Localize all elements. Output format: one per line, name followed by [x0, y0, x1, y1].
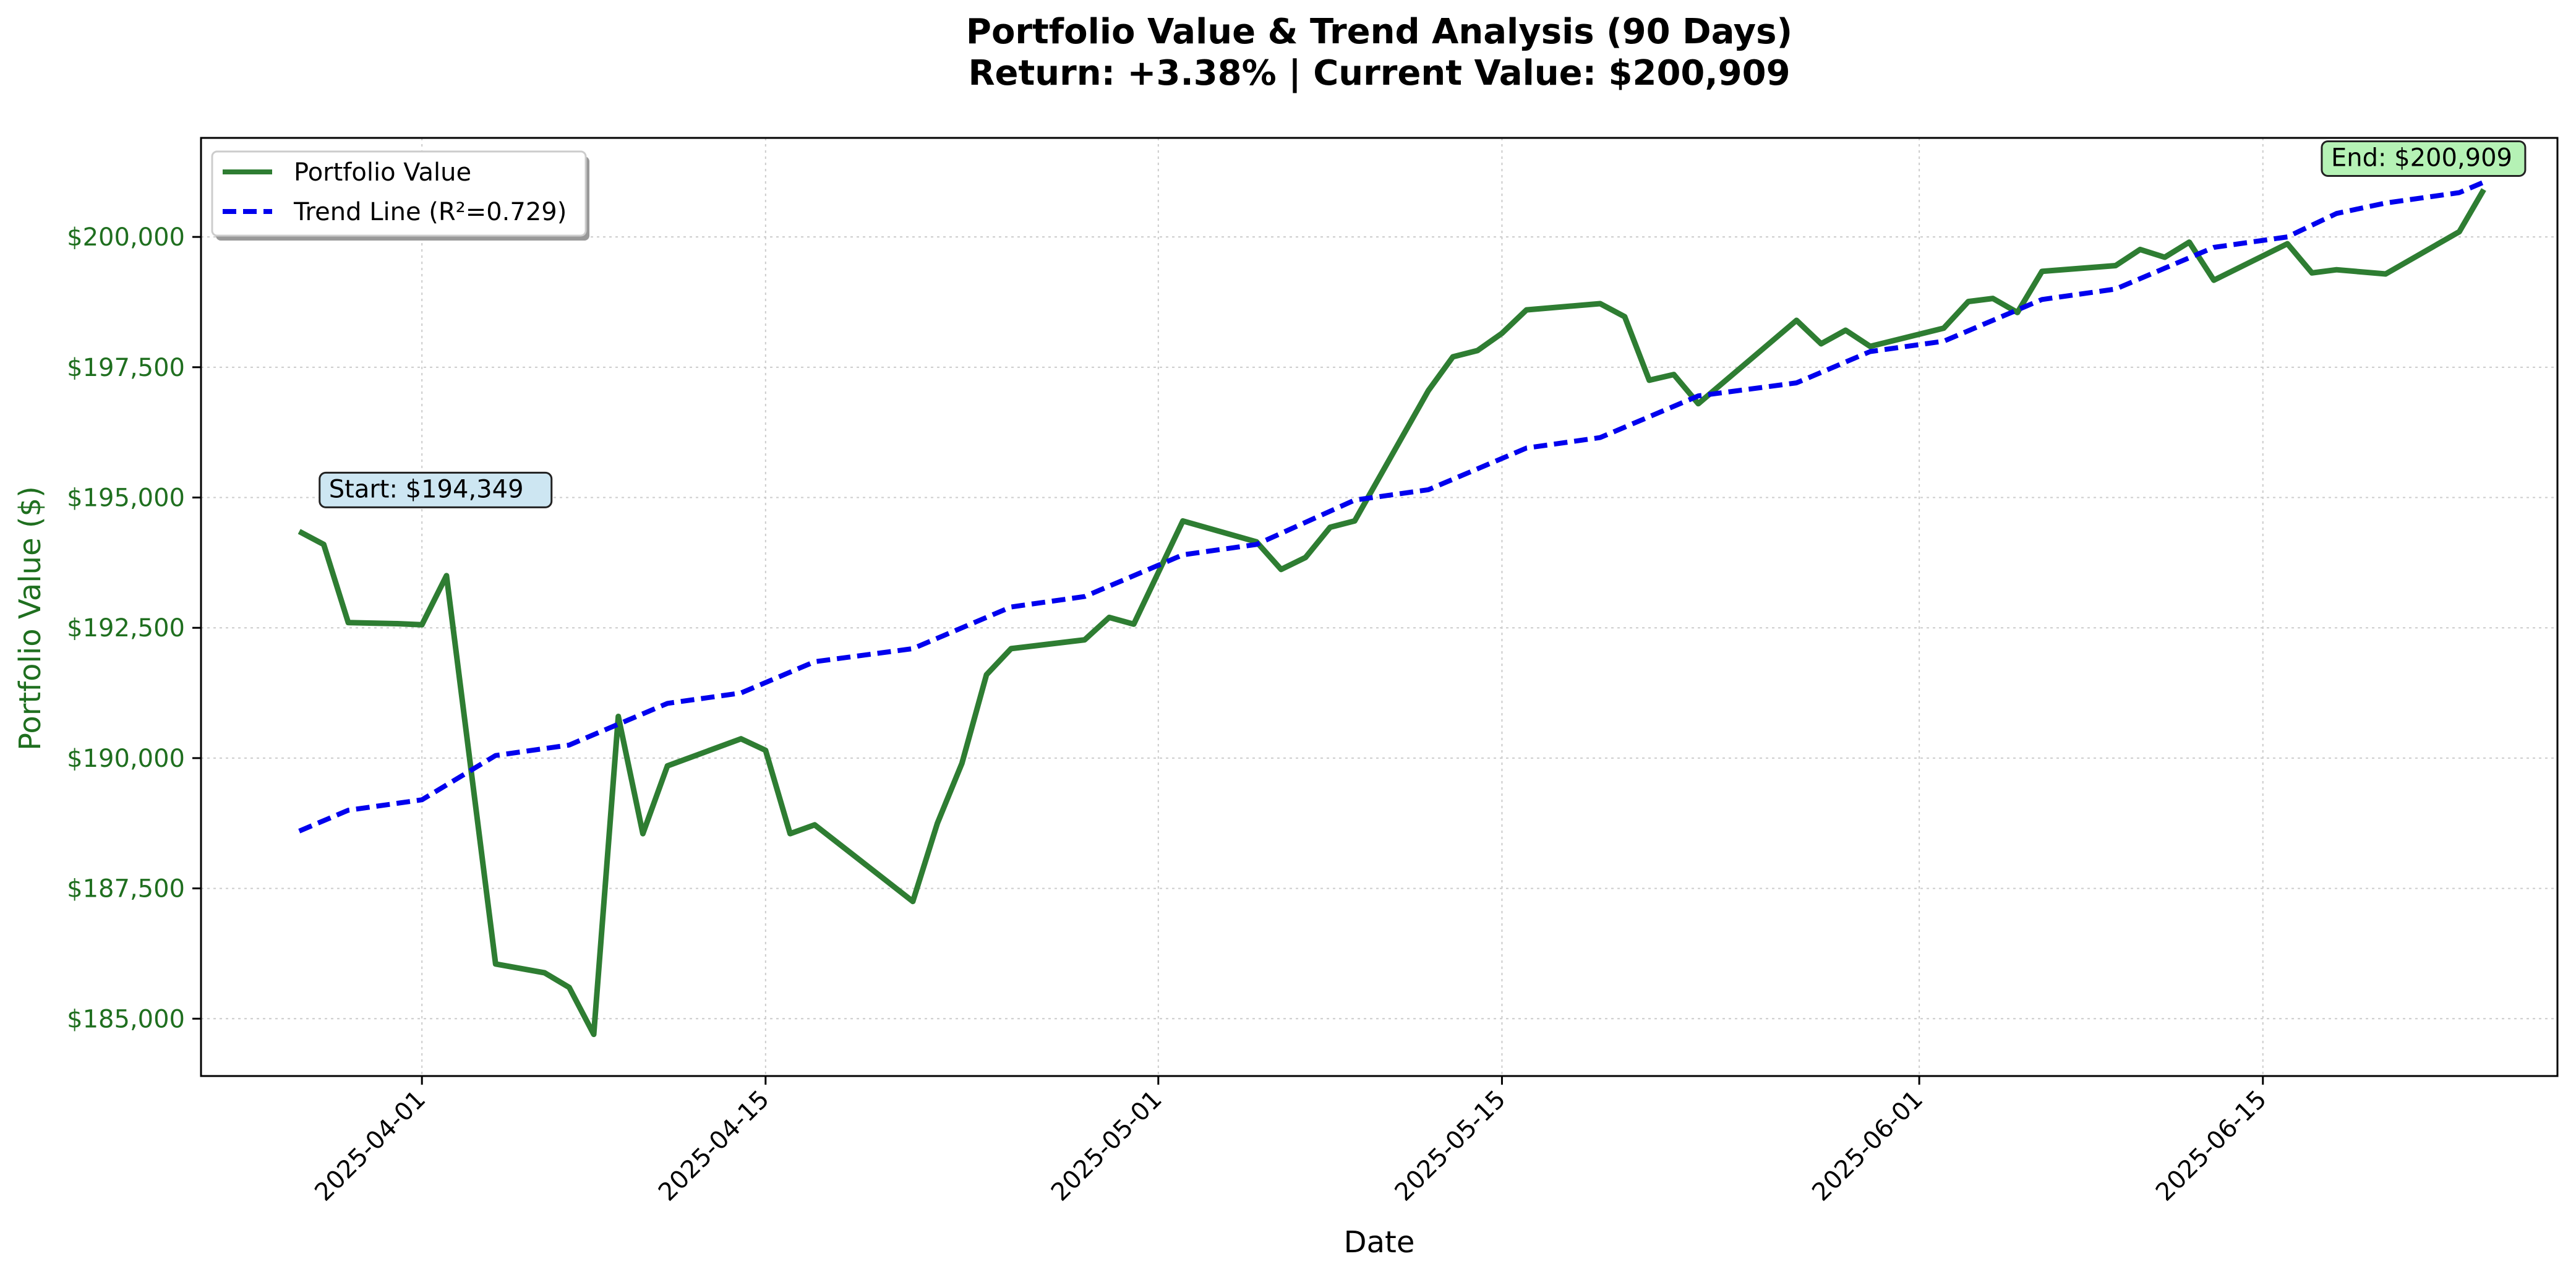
legend: Portfolio Value Trend Line (R²=0.729): [211, 150, 589, 241]
x-axis-label: Date: [1344, 1225, 1415, 1260]
y-tick-label: $195,000: [67, 484, 185, 513]
series-line-portfolio: [297, 188, 2486, 1038]
y-tick-label: $187,500: [67, 875, 185, 903]
annotations: Start: $194,349 End: $200,909: [319, 140, 2527, 508]
legend-label-trend: Trend Line (R²=0.729): [293, 198, 567, 226]
annotation-label: Start: $194,349: [329, 475, 524, 503]
chart-subtitle: Return: +3.38% | Current Value: $200,909: [968, 53, 1790, 93]
y-tick-label: $190,000: [67, 745, 185, 773]
annotation-box: [319, 471, 553, 508]
y-tick-label: $197,500: [67, 354, 185, 382]
legend-label-portfolio: Portfolio Value: [294, 158, 471, 187]
series-line-trend: [298, 179, 2485, 834]
legend-box: [211, 150, 587, 237]
annotation-label: End: $200,909: [2331, 144, 2512, 173]
y-axis-label: Portfolio Value ($): [13, 486, 48, 751]
annotation-box: [2321, 140, 2527, 177]
data-series: [297, 179, 2486, 1038]
grid-lines: [201, 138, 2557, 1076]
y-tick-label: $192,500: [67, 614, 185, 643]
chart-title: Portfolio Value & Trend Analysis (90 Day…: [966, 12, 1792, 52]
y-tick-label: $200,000: [67, 223, 185, 252]
plot-frame: [200, 137, 2559, 1077]
y-tick-label: $185,000: [67, 1005, 185, 1033]
